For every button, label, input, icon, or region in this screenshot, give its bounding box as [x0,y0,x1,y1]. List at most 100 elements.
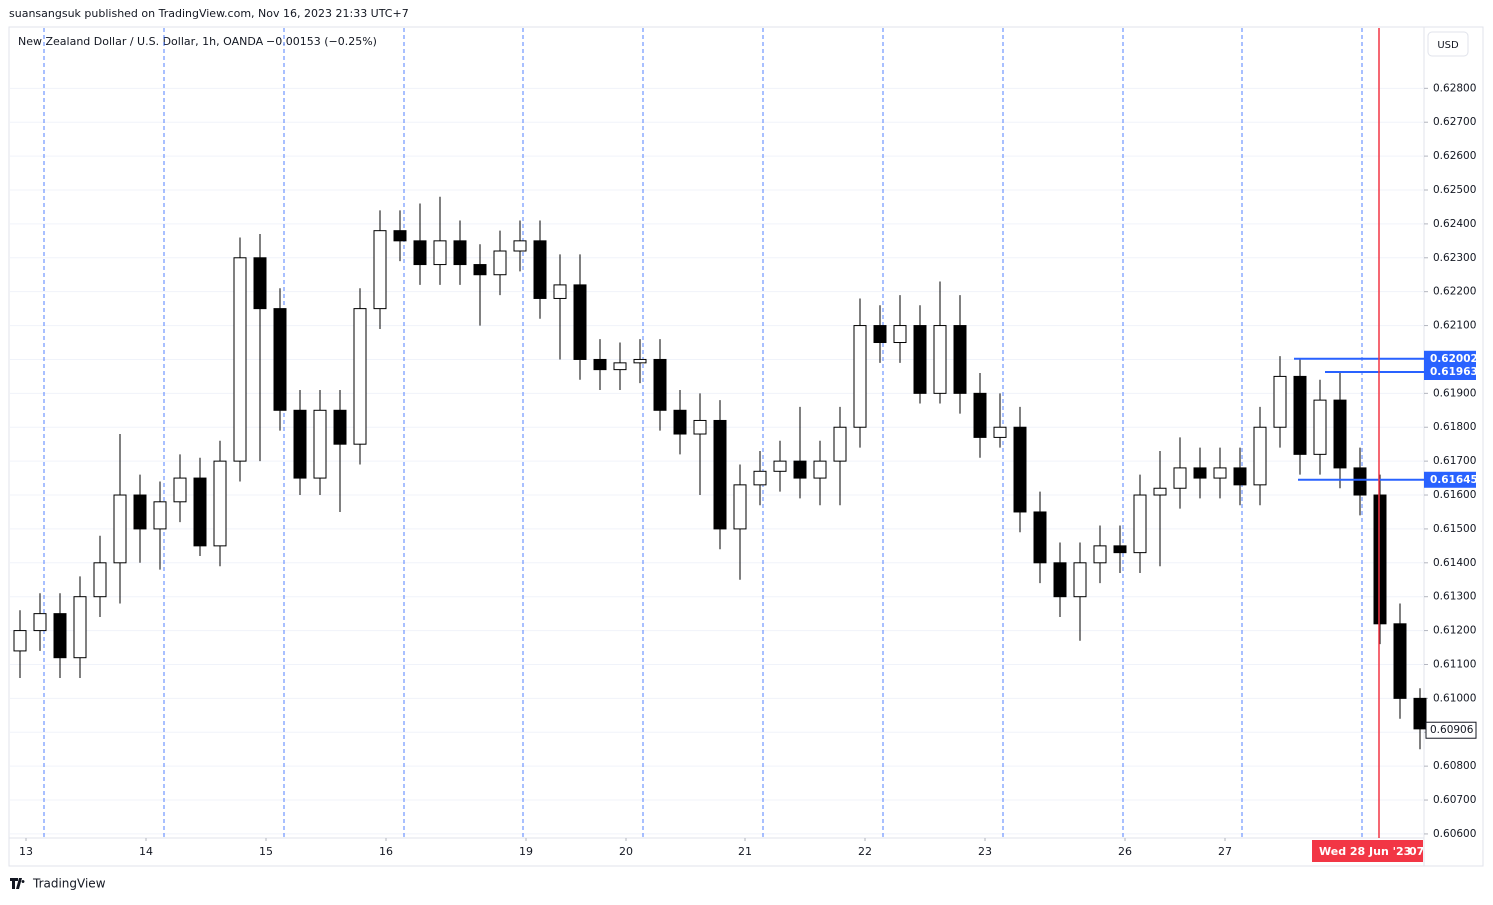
y-tick-label: 0.62600 [1433,150,1476,162]
candle-body [833,426,847,462]
candle-body [413,240,427,266]
candle-body [313,409,327,479]
x-tick-label: 16 [379,845,393,858]
candle-body [1013,426,1027,513]
candle-body [733,484,747,530]
price-level-label: 0.61645 [1430,474,1478,486]
y-tick-label: 0.60700 [1433,794,1476,806]
candle-body [673,409,687,435]
candle-body [913,325,927,394]
candle-body [493,250,507,276]
crosshair-tag [1312,840,1423,862]
candle-body [653,358,667,411]
price-level-label: 0.62002 [1430,353,1478,365]
candle-body [1073,562,1087,598]
x-tick-label: 20 [619,845,633,858]
candle-body [453,240,467,266]
y-tick-label: 0.61600 [1433,489,1476,501]
candle-body [793,460,807,479]
y-tick-label: 0.62400 [1433,218,1476,230]
y-tick-label: 0.62200 [1433,286,1476,298]
x-tick-label: 15 [259,845,273,858]
candle-body [573,284,587,360]
y-tick-label: 0.62100 [1433,320,1476,332]
candle-body [533,240,547,299]
candle-body [1193,467,1207,479]
candle-body [1053,562,1067,598]
candle-body [33,613,47,632]
brand-logo [10,878,25,889]
candle-body [1413,697,1427,730]
candle-body [153,501,167,530]
x-tick-label: 14 [139,845,153,858]
candle-body [953,325,967,394]
x-tick-label: 23 [978,845,992,858]
candle-body [333,409,347,445]
candle-body [233,257,247,462]
x-tick-label: 19 [519,845,533,858]
x-tick-label: 27 [1218,845,1232,858]
candle-body [1173,467,1187,489]
y-tick-label: 0.61200 [1433,625,1476,637]
y-tick-label: 0.60800 [1433,760,1476,772]
candle-body [1233,467,1247,486]
candle-body [353,308,367,445]
candle-body [53,613,67,659]
candle-body [1333,399,1347,469]
brand-name: TradingView [32,877,106,891]
symbol-title: New Zealand Dollar / U.S. Dollar, 1h, OA… [18,35,264,48]
candle-body [393,230,407,242]
candle-body [1273,375,1287,428]
candle-body [213,460,227,547]
candle-body [113,494,127,564]
candle-body [93,562,107,598]
candle-body [13,630,27,652]
candle-body [473,264,487,276]
y-tick-label: 0.61900 [1433,387,1476,399]
x-tick-label: 22 [858,845,872,858]
symbol-change: −0.00153 (−0.25%) [266,35,377,48]
y-tick-label: 0.60600 [1433,828,1476,840]
candle-body [1393,623,1407,699]
y-tick-label: 0.62500 [1433,184,1476,196]
price-level-label: 0.61963 [1430,366,1478,378]
y-tick-label: 0.61800 [1433,421,1476,433]
candle-body [433,240,447,266]
currency-label[interactable]: USD [1437,40,1459,51]
y-tick-label: 0.61000 [1433,692,1476,704]
y-tick-label: 0.61100 [1433,658,1476,670]
candle-body [813,460,827,479]
candle-body [1093,545,1107,564]
x-tick-label: 13 [19,845,33,858]
y-tick-label: 0.61500 [1433,523,1476,535]
candle-body [1213,467,1227,479]
candle-body [273,308,287,411]
candle-body [1353,467,1367,496]
candle-body [193,477,207,547]
candle-body [613,362,627,371]
candle-body [753,470,767,486]
last-price-label: 0.60906 [1430,724,1474,736]
price-level-tag [1424,471,1476,488]
candle-body [853,325,867,428]
candle-body [513,240,527,252]
candle-body [973,392,987,438]
currency-button[interactable] [1427,31,1469,57]
candle-body [693,419,707,435]
last-price-tag [1425,721,1477,739]
candle-body [893,325,907,344]
candle-body [1373,494,1387,625]
chart-frame [8,26,1484,867]
y-tick-label: 0.62800 [1433,82,1476,94]
y-tick-label: 0.61400 [1433,557,1476,569]
candle-body [873,325,887,344]
crosshair-date: Wed 28 Jun '23 [1319,845,1411,858]
candle-body [713,419,727,530]
y-tick-label: 0.62300 [1433,252,1476,264]
brand: TradingView [10,877,106,891]
candle-body [373,230,387,310]
y-tick-label: 0.61300 [1433,591,1476,603]
y-tick-label: 0.62700 [1433,116,1476,128]
candle-body [593,358,607,371]
price-level-tag [1424,350,1476,367]
